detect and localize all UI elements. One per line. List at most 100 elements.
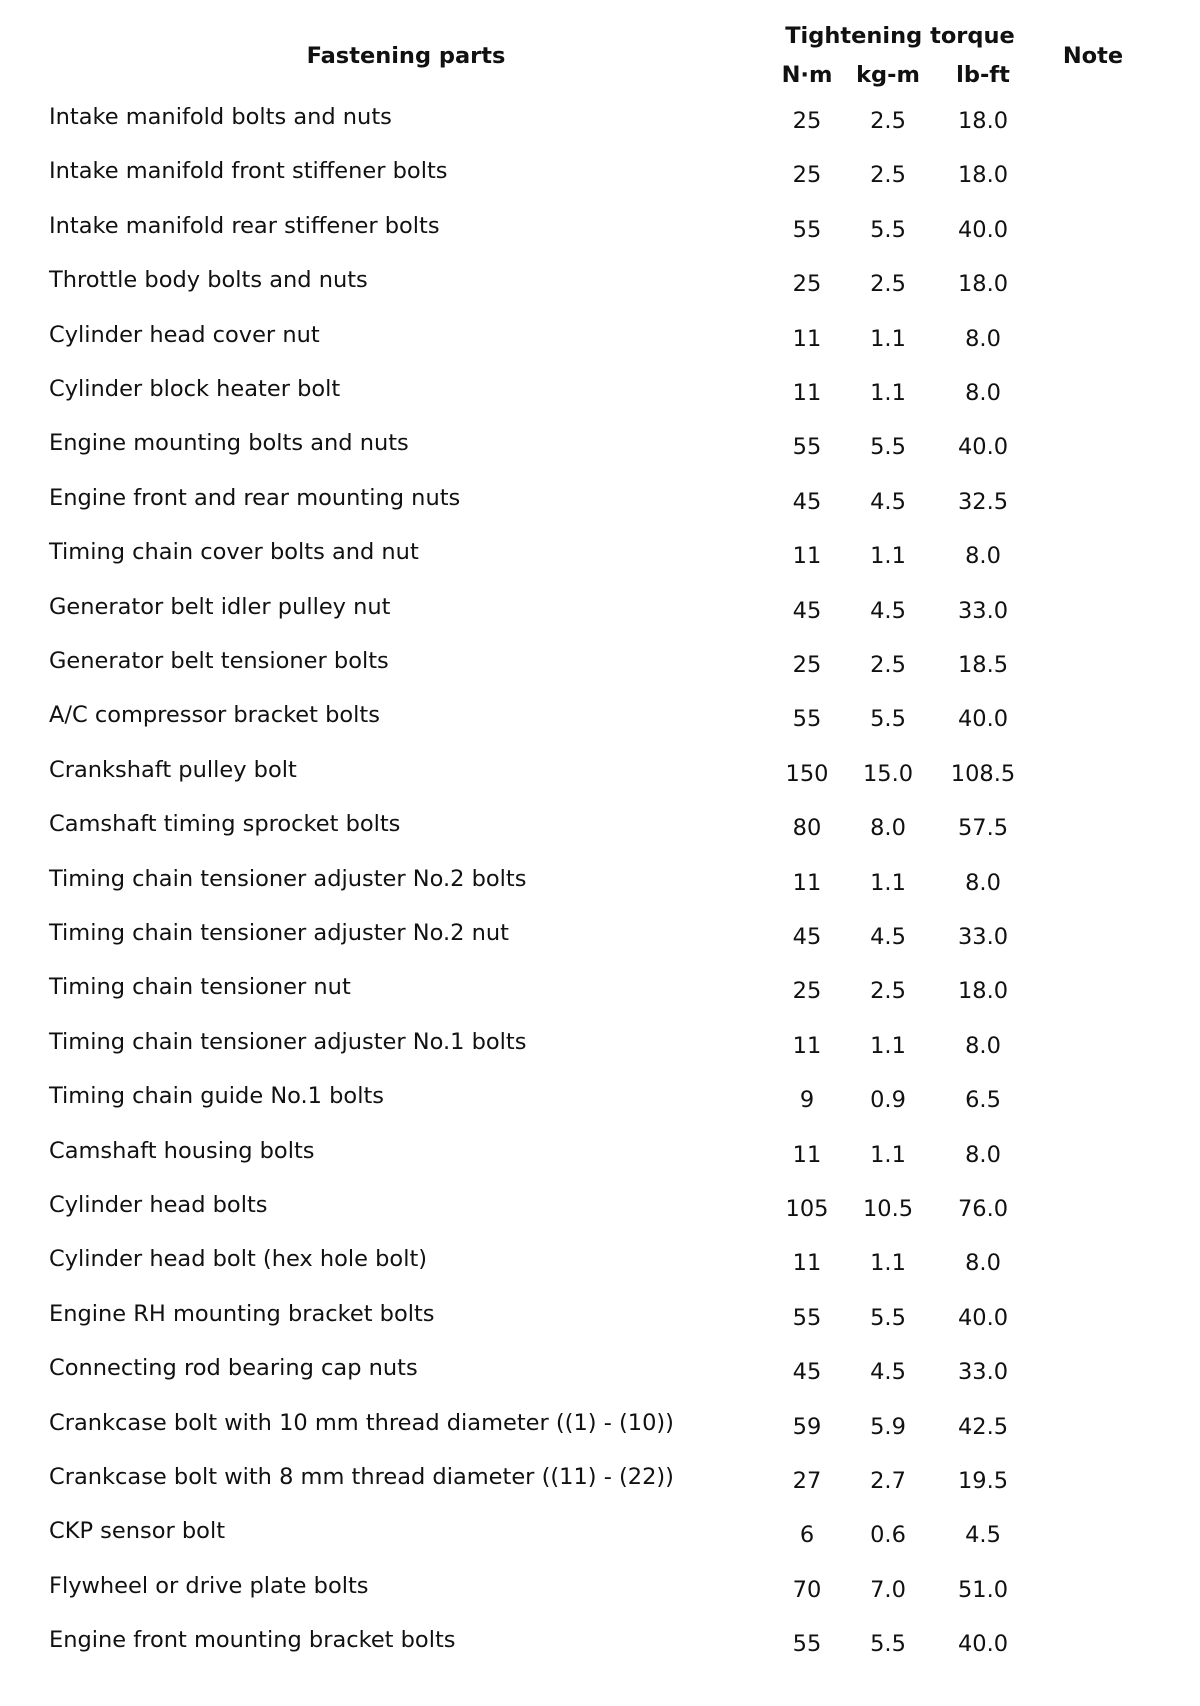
torque-value: 55	[792, 216, 822, 243]
torque-value: 1.1	[870, 542, 906, 569]
part-name: Timing chain tensioner adjuster No.2 bol…	[49, 865, 527, 892]
torque-value: 2.5	[870, 651, 906, 678]
torque-value: 108.5	[950, 760, 1016, 787]
torque-value: 5.5	[870, 1304, 906, 1331]
torque-value: 55	[792, 434, 822, 461]
torque-value: 45	[792, 597, 822, 624]
part-name: Intake manifold front stiffener bolts	[49, 158, 448, 185]
torque-value: 11	[792, 379, 822, 406]
part-name: Cylinder head bolt (hex hole bolt)	[49, 1246, 428, 1273]
torque-value: 25	[792, 651, 822, 678]
torque-value: 45	[792, 1358, 822, 1385]
torque-value: 15.0	[862, 760, 914, 787]
part-name: Crankcase bolt with 8 mm thread diameter…	[49, 1463, 674, 1490]
torque-value: 55	[792, 706, 822, 733]
part-name: Generator belt idler pulley nut	[49, 593, 391, 620]
part-name: Crankcase bolt with 10 mm thread diamete…	[49, 1409, 674, 1436]
torque-value: 1.1	[870, 869, 906, 896]
torque-value: 18.0	[957, 162, 1009, 189]
torque-value: 4.5	[965, 1522, 1001, 1549]
torque-value: 8.0	[965, 325, 1001, 352]
torque-value: 19.5	[957, 1467, 1009, 1494]
torque-value: 45	[792, 923, 822, 950]
torque-value: 8.0	[965, 542, 1001, 569]
part-name: A/C compressor bracket bolts	[49, 702, 380, 729]
torque-value: 25	[792, 270, 822, 297]
torque-value: 40.0	[957, 434, 1009, 461]
torque-value: 8.0	[965, 1032, 1001, 1059]
torque-value: 33.0	[957, 1358, 1009, 1385]
torque-value: 2.5	[870, 270, 906, 297]
torque-value: 57.5	[957, 814, 1009, 841]
torque-value: 9	[799, 1086, 815, 1113]
torque-value: 4.5	[870, 597, 906, 624]
torque-value: 10.5	[862, 1195, 914, 1222]
part-name: Intake manifold bolts and nuts	[49, 103, 392, 130]
torque-value: 0.9	[870, 1086, 906, 1113]
part-name: Engine front mounting bracket bolts	[49, 1626, 456, 1653]
torque-value: 18.0	[957, 107, 1009, 134]
torque-value: 59	[792, 1413, 822, 1440]
part-name: Timing chain tensioner adjuster No.1 bol…	[49, 1028, 527, 1055]
torque-value: 25	[792, 107, 822, 134]
torque-value: 5.5	[870, 216, 906, 243]
part-name: Timing chain guide No.1 bolts	[49, 1082, 384, 1109]
header-unit: N·m	[781, 61, 833, 88]
part-name: Throttle body bolts and nuts	[49, 266, 368, 293]
part-name: Engine RH mounting bracket bolts	[49, 1300, 435, 1327]
part-name: Flywheel or drive plate bolts	[49, 1572, 369, 1599]
torque-value: 76.0	[957, 1195, 1009, 1222]
torque-value: 150	[785, 760, 829, 787]
torque-value: 40.0	[957, 1304, 1009, 1331]
torque-value: 27	[792, 1467, 822, 1494]
part-name: Camshaft housing bolts	[49, 1137, 315, 1164]
part-name: Crankshaft pulley bolt	[49, 756, 297, 783]
part-name: Timing chain tensioner adjuster No.2 nut	[49, 919, 509, 946]
header-unit: lb-ft	[956, 61, 1010, 88]
torque-value: 5.9	[870, 1413, 906, 1440]
torque-value: 33.0	[957, 597, 1009, 624]
torque-value: 8.0	[965, 1250, 1001, 1277]
torque-value: 4.5	[870, 1358, 906, 1385]
torque-value: 5.5	[870, 706, 906, 733]
header-parts: Fastening parts	[306, 42, 506, 69]
torque-value: 5.5	[870, 1630, 906, 1657]
torque-value: 25	[792, 162, 822, 189]
torque-value: 55	[792, 1304, 822, 1331]
torque-value: 45	[792, 488, 822, 515]
part-name: Engine front and rear mounting nuts	[49, 484, 461, 511]
torque-value: 1.1	[870, 379, 906, 406]
torque-value: 6	[799, 1522, 815, 1549]
torque-value: 105	[785, 1195, 829, 1222]
part-name: Cylinder head bolts	[49, 1191, 268, 1218]
torque-value: 40.0	[957, 1630, 1009, 1657]
torque-value: 25	[792, 978, 822, 1005]
part-name: Engine mounting bolts and nuts	[49, 430, 409, 457]
header-unit: kg-m	[856, 61, 920, 88]
torque-value: 32.5	[957, 488, 1009, 515]
torque-value: 33.0	[957, 923, 1009, 950]
part-name: Camshaft timing sprocket bolts	[49, 810, 401, 837]
torque-value: 40.0	[957, 706, 1009, 733]
torque-value: 7.0	[870, 1576, 906, 1603]
torque-value: 18.0	[957, 978, 1009, 1005]
torque-value: 1.1	[870, 1032, 906, 1059]
torque-value: 11	[792, 869, 822, 896]
part-name: Timing chain cover bolts and nut	[49, 538, 419, 565]
torque-value: 0.6	[870, 1522, 906, 1549]
torque-value: 4.5	[870, 923, 906, 950]
torque-value: 11	[792, 1141, 822, 1168]
torque-value: 40.0	[957, 216, 1009, 243]
torque-value: 4.5	[870, 488, 906, 515]
part-name: Intake manifold rear stiffener bolts	[49, 212, 440, 239]
torque-value: 1.1	[870, 325, 906, 352]
header-torque: Tightening torque	[785, 22, 1015, 49]
torque-value: 1.1	[870, 1250, 906, 1277]
torque-value: 2.7	[870, 1467, 906, 1494]
torque-value: 8.0	[965, 379, 1001, 406]
part-name: Timing chain tensioner nut	[49, 974, 351, 1001]
torque-value: 80	[792, 814, 822, 841]
part-name: Generator belt tensioner bolts	[49, 647, 389, 674]
torque-value: 11	[792, 542, 822, 569]
